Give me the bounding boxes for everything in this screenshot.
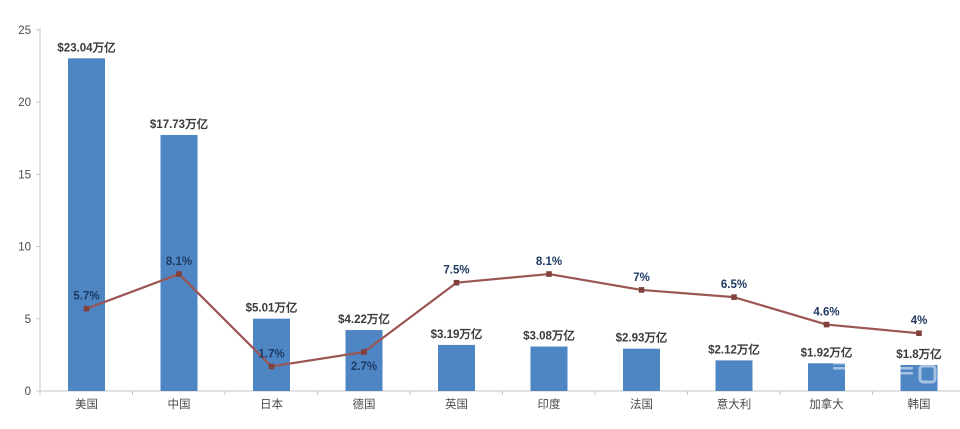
line-marker-英国 — [453, 279, 460, 286]
bar-value-label: $3.19万亿 — [431, 327, 483, 341]
bar-value-label: $5.01万亿 — [246, 301, 298, 315]
pct-label: 4% — [911, 315, 928, 327]
bar-value-label: $1.92万亿 — [801, 345, 853, 359]
bar-value-label: $23.04万亿 — [57, 40, 116, 54]
bar-value-label: $1.8万亿 — [896, 347, 942, 361]
x-tick-label: 日本 — [260, 397, 283, 411]
x-tick-label: 韩国 — [908, 397, 931, 411]
bar-美国 — [68, 58, 105, 391]
watermark — [833, 357, 937, 384]
bar-value-label: $3.08万亿 — [523, 329, 575, 343]
y-tick-label: 5 — [25, 314, 31, 326]
pct-label: 8.1% — [166, 256, 192, 268]
growth-line — [86, 272, 920, 368]
x-tick-label: 加拿大 — [809, 397, 844, 411]
y-tick-label: 0 — [25, 386, 31, 398]
bar-value-label: $2.12万亿 — [708, 342, 760, 356]
pct-label: 1.7% — [258, 348, 284, 360]
bar-value-label: $2.93万亿 — [616, 331, 668, 345]
y-tick-label: 10 — [18, 242, 31, 254]
pct-label: 6.5% — [721, 279, 747, 291]
x-tick-label: 德国 — [353, 397, 376, 411]
bar-value-label: $4.22万亿 — [338, 312, 390, 326]
pct-label: 5.7% — [73, 291, 99, 303]
line-marker-德国 — [361, 349, 367, 355]
line-marker-印度 — [546, 271, 552, 277]
pct-label: 8.1% — [536, 256, 562, 268]
line-marker-韩国 — [916, 330, 922, 337]
bar-意大利 — [715, 360, 753, 391]
bar-英国 — [438, 344, 475, 391]
x-tick-label: 中国 — [168, 398, 191, 411]
line-marker-加拿大 — [823, 321, 830, 328]
bar-印度 — [530, 346, 568, 391]
pct-label: 2.7% — [351, 361, 377, 373]
line-marker-中国 — [176, 271, 182, 277]
bar-德国 — [345, 330, 383, 391]
pct-label: 7.5% — [443, 265, 469, 277]
x-tick-label: 英国 — [445, 397, 468, 411]
x-tick-label: 印度 — [538, 397, 561, 411]
line-marker-美国 — [83, 305, 90, 312]
x-tick-label: 美国 — [75, 397, 98, 411]
x-tick-label: 法国 — [630, 397, 653, 411]
y-tick-label: 20 — [18, 97, 31, 109]
y-tick-label: 25 — [18, 25, 31, 37]
line-marker-日本 — [268, 363, 275, 370]
y-tick-label: 15 — [18, 169, 31, 181]
bar-法国 — [623, 348, 660, 391]
pct-label: 4.6% — [813, 307, 839, 319]
pct-label: 7% — [633, 272, 650, 284]
x-tick-label: 意大利 — [717, 397, 752, 411]
line-marker-意大利 — [731, 294, 737, 300]
bar-中国 — [160, 134, 198, 391]
line-marker-法国 — [638, 287, 645, 293]
bar-value-label: $17.73万亿 — [150, 117, 209, 131]
